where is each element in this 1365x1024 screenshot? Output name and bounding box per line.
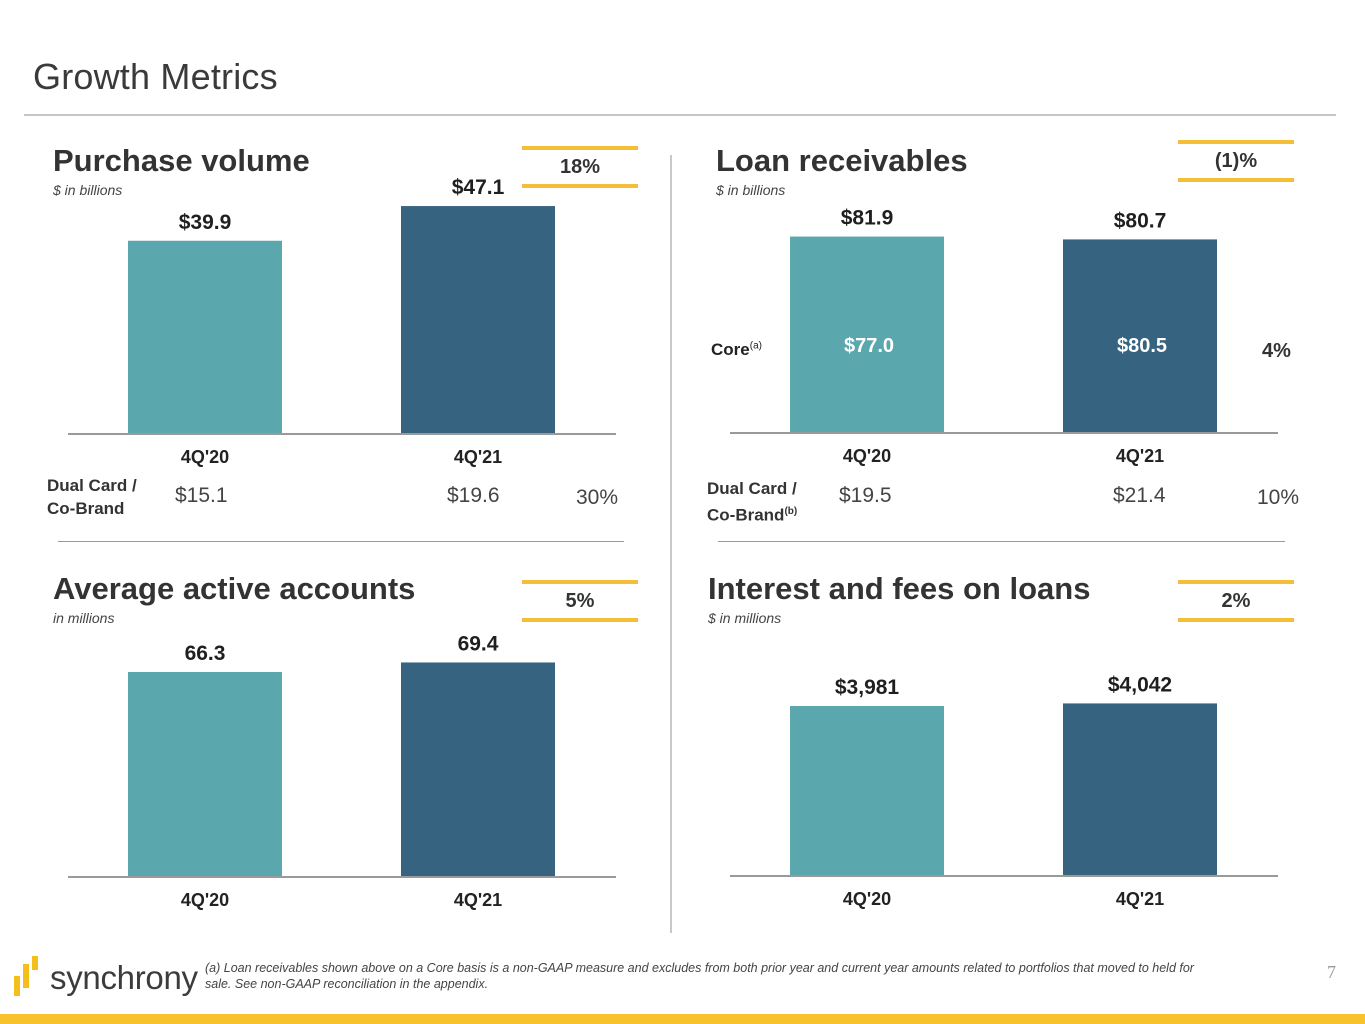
dual-card-value-4q21-lr: $21.4: [1113, 484, 1166, 507]
interest-fees-title: Interest and fees on loans: [708, 571, 1091, 606]
growth-value: (1)%: [1214, 149, 1258, 172]
bar-purchase_volume-0: [128, 240, 282, 433]
page-number: 7: [1327, 962, 1336, 982]
data-label: $3,981: [835, 676, 900, 699]
data-label: $81.9: [841, 207, 894, 230]
label-line2: Co-Brand: [47, 499, 125, 518]
purchase-volume-growth-badge: 18%: [522, 146, 638, 188]
bar-interest_and_fees-1: [1063, 703, 1217, 875]
active-accounts-growth-badge: 5%: [522, 580, 638, 622]
footnote-mark-a: (a): [749, 340, 762, 352]
bar-interest_and_fees-0: [790, 706, 944, 875]
purchase-volume-title: Purchase volume: [53, 143, 310, 178]
category-label: 4Q'21: [1116, 446, 1164, 466]
data-label: $80.7: [1114, 209, 1167, 232]
active-accounts-unit: in millions: [53, 610, 115, 626]
label-line2: Co-Brand: [707, 505, 785, 525]
purchase-volume-unit: $ in billions: [53, 182, 123, 198]
dual-card-label-lr: Dual Card / Co-Brand(b): [707, 477, 797, 527]
core-label-text: Core: [711, 340, 750, 359]
category-label: 4Q'20: [181, 447, 229, 467]
dual-card-growth-pv: 30%: [576, 486, 619, 509]
data-label: 66.3: [185, 642, 226, 665]
loan-receivables-title: Loan receivables: [716, 143, 968, 178]
logo-text: synchrony: [50, 959, 198, 996]
category-label: 4Q'20: [843, 446, 891, 466]
dual-card-label-pv: Dual Card / Co-Brand: [47, 474, 137, 520]
bottom-accent-bar: [0, 1014, 1365, 1024]
bar-loan_receivables-0: [790, 236, 944, 432]
category-label: 4Q'21: [454, 447, 502, 467]
dual-card-value-4q20-pv: $15.1: [175, 484, 228, 507]
title-divider: [24, 114, 1336, 116]
horizontal-divider-left: [58, 541, 624, 542]
core-growth: 4%: [1262, 340, 1291, 362]
core-label: Core(a): [711, 340, 762, 360]
vertical-divider: [670, 155, 672, 933]
loan-receivables-unit: $ in billions: [716, 182, 786, 198]
data-label: $39.9: [179, 211, 232, 234]
logo-bars-icon: [14, 956, 44, 996]
data-label: 69.4: [458, 632, 499, 655]
data-label: $4,042: [1108, 673, 1172, 696]
label-line1: Dual Card /: [707, 479, 797, 498]
category-label: 4Q'21: [454, 890, 502, 910]
bar-average_active_accounts-1: [401, 662, 555, 876]
active-accounts-title: Average active accounts: [53, 571, 416, 606]
growth-value: 18%: [559, 155, 601, 178]
bar-average_active_accounts-0: [128, 672, 282, 876]
category-label: 4Q'21: [1116, 889, 1164, 909]
horizontal-divider-right: [718, 541, 1285, 542]
core-value-label: $80.5: [1117, 335, 1167, 357]
category-label: 4Q'20: [843, 889, 891, 909]
growth-value: 2%: [1221, 589, 1251, 612]
core-value-label: $77.0: [844, 335, 894, 357]
dual-card-value-4q20-lr: $19.5: [839, 484, 892, 507]
growth-value: 5%: [565, 589, 595, 612]
synchrony-logo: synchrony: [14, 956, 198, 996]
bar-purchase_volume-1: [401, 206, 555, 433]
interest-fees-growth-badge: 2%: [1178, 580, 1294, 622]
page-title: Growth Metrics: [33, 56, 278, 97]
interest-fees-unit: $ in millions: [708, 610, 782, 626]
loan-receivables-growth-badge: (1)%: [1178, 140, 1294, 182]
data-label: $47.1: [452, 176, 505, 199]
dual-card-growth-lr: 10%: [1257, 486, 1300, 509]
dual-card-value-4q21-pv: $19.6: [447, 484, 500, 507]
category-label: 4Q'20: [181, 890, 229, 910]
footnote: (a) Loan receivables shown above on a Co…: [205, 961, 1194, 991]
footnote-mark-b: (b): [784, 506, 798, 517]
bar-loan_receivables-1: [1063, 239, 1217, 432]
label-line1: Dual Card /: [47, 476, 137, 495]
